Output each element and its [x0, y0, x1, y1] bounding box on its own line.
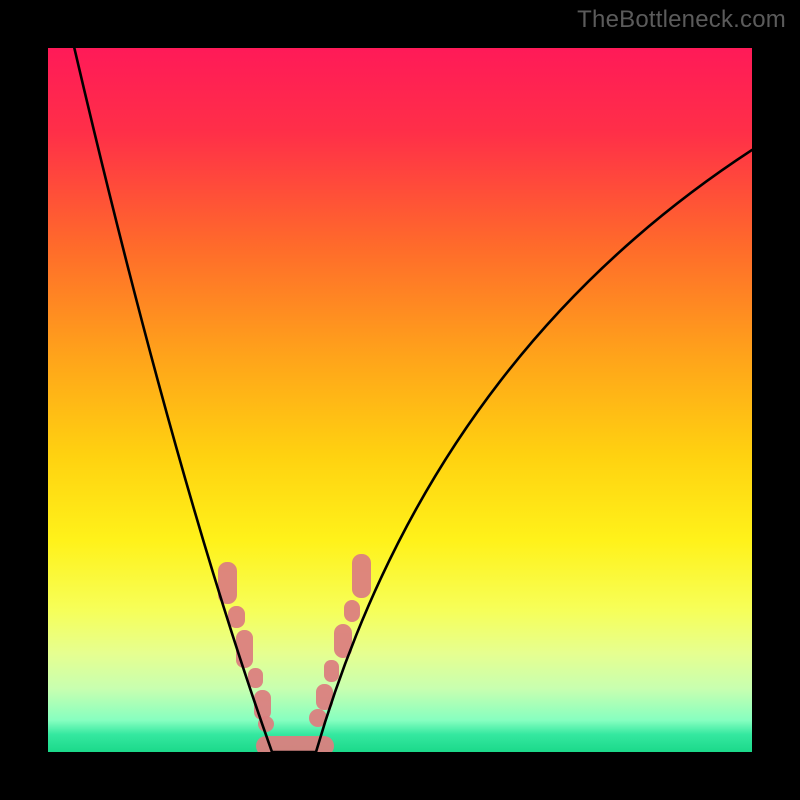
watermark-text: TheBottleneck.com: [577, 6, 786, 34]
marker-pill: [352, 554, 371, 598]
gradient-background: [48, 48, 752, 752]
marker-pill: [236, 630, 253, 668]
marker-pill: [248, 668, 263, 688]
marker-pill: [324, 660, 339, 682]
bottleneck-chart: [0, 0, 800, 800]
marker-pill: [344, 600, 360, 622]
